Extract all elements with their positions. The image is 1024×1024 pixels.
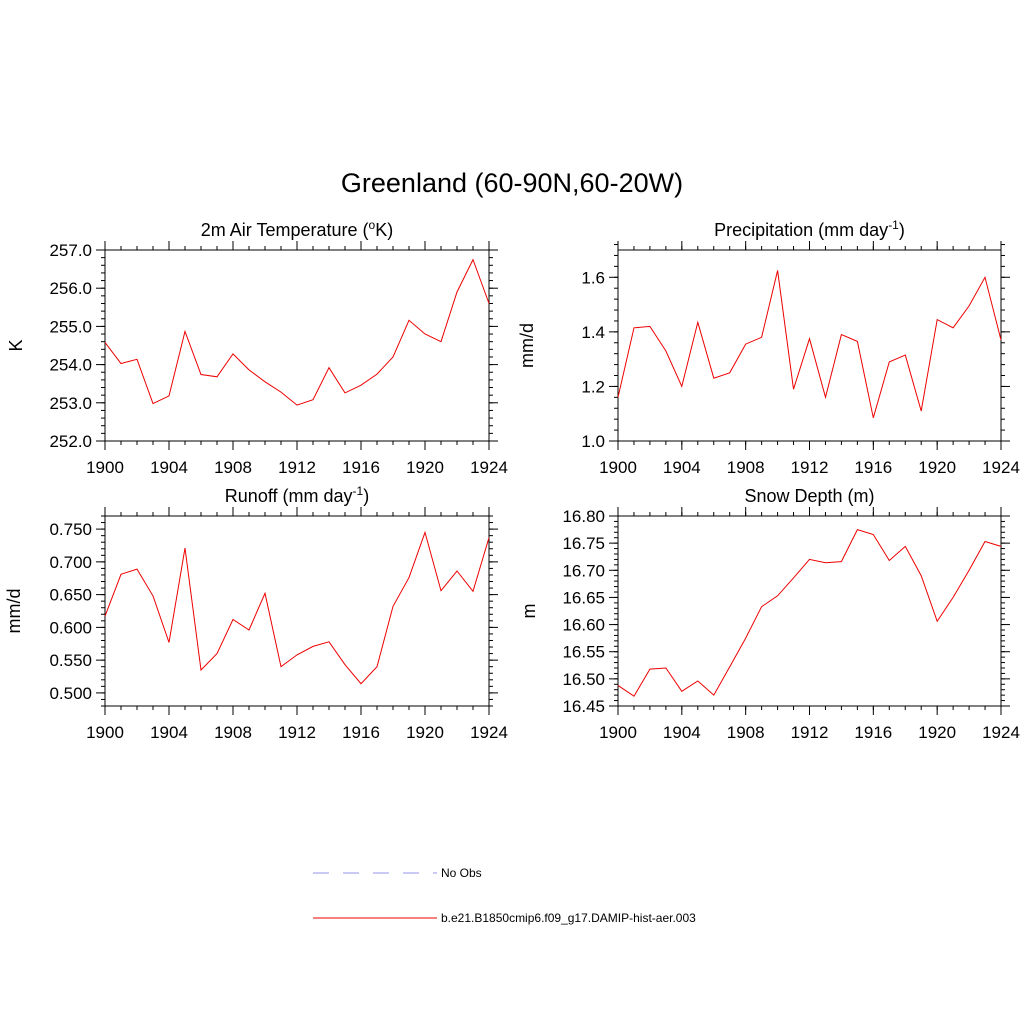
y-tick-label: 16.45 xyxy=(562,697,605,716)
x-tick-label: 1904 xyxy=(150,458,188,477)
y-tick-label: 0.750 xyxy=(49,520,92,539)
y-tick-label: 257.0 xyxy=(49,241,92,260)
x-tick-label: 1924 xyxy=(982,723,1020,742)
y-tick-label: 252.0 xyxy=(49,432,92,451)
x-tick-label: 1924 xyxy=(982,458,1020,477)
y-tick-label: 16.80 xyxy=(562,507,605,526)
plot-frame xyxy=(617,249,1002,442)
panel-title: 2m Air Temperature (oK) xyxy=(201,218,393,240)
panel-title-superscript: -1 xyxy=(888,218,899,232)
panel-precipitation: 1.0 1.2 1.4 1.6 1900 1904 1908 1912 1916 1920 1924… xyxy=(517,218,1020,477)
x-tick-label: 1920 xyxy=(406,723,444,742)
y-tick-label: 254.0 xyxy=(49,356,92,375)
x-tick-label: 1900 xyxy=(86,458,124,477)
y-tick-label: 16.55 xyxy=(562,643,605,662)
x-tick-label: 1920 xyxy=(406,458,444,477)
panel-title-main: Snow Depth (m) xyxy=(744,486,874,506)
x-tick-label: 1916 xyxy=(342,458,380,477)
plot-frame xyxy=(104,515,490,707)
panel-title-superscript: -1 xyxy=(353,484,364,498)
x-tick-label: 1916 xyxy=(854,723,892,742)
x-tick-label: 1908 xyxy=(727,458,765,477)
panel-title-suffix: ) xyxy=(899,220,905,240)
panel-title-superscript: o xyxy=(369,218,376,232)
y-axis-label: m xyxy=(519,604,539,619)
plot-frame xyxy=(104,249,490,442)
x-tick-label: 1920 xyxy=(918,723,956,742)
panel-title-suffix: ) xyxy=(363,486,369,506)
y-tick-label: 0.500 xyxy=(49,684,92,703)
series-line xyxy=(617,270,1002,418)
y-tick-label: 16.50 xyxy=(562,670,605,689)
x-tick-label: 1916 xyxy=(854,458,892,477)
y-tick-label: 256.0 xyxy=(49,279,92,298)
legend-label-model-run: b.e21.B1850cmip6.f09_g17.DAMIP-hist-aer.… xyxy=(441,911,696,925)
x-tick-label: 1900 xyxy=(86,723,124,742)
series-line xyxy=(104,258,490,406)
y-tick-label: 0.650 xyxy=(49,586,92,605)
panel-title-main: 2m Air Temperature ( xyxy=(201,220,369,240)
y-tick-label: 16.65 xyxy=(562,588,605,607)
y-tick-label: 0.550 xyxy=(49,651,92,670)
panel-title: Runoff (mm day-1) xyxy=(225,484,369,506)
panel-title-main: Precipitation (mm day xyxy=(714,220,888,240)
x-tick-label: 1912 xyxy=(791,458,829,477)
y-tick-label: 1.4 xyxy=(581,323,605,342)
panel-title-suffix: K) xyxy=(375,220,393,240)
x-tick-label: 1904 xyxy=(150,723,188,742)
panel-runoff: 0.500 0.550 0.600 0.650 0.700 0.750 1900 1904 19… xyxy=(4,484,508,742)
x-tick-label: 1900 xyxy=(599,723,637,742)
y-tick-label: 0.600 xyxy=(49,618,92,637)
y-axis-label: mm/d xyxy=(517,323,537,368)
y-tick-label: 1.2 xyxy=(581,377,605,396)
panel-title-main: Runoff (mm day xyxy=(225,486,353,506)
y-tick-label: 0.700 xyxy=(49,553,92,572)
x-tick-label: 1916 xyxy=(342,723,380,742)
panel-title: Precipitation (mm day-1) xyxy=(714,218,905,240)
y-tick-label: 253.0 xyxy=(49,394,92,413)
x-tick-label: 1904 xyxy=(663,458,701,477)
x-tick-label: 1900 xyxy=(599,458,637,477)
y-axis-label: mm/d xyxy=(4,589,24,634)
x-tick-label: 1912 xyxy=(791,723,829,742)
y-tick-label: 255.0 xyxy=(49,317,92,336)
x-tick-label: 1920 xyxy=(918,458,956,477)
x-tick-label: 1912 xyxy=(278,458,316,477)
x-tick-label: 1924 xyxy=(470,458,508,477)
series-line xyxy=(104,530,490,685)
y-axis-label: K xyxy=(6,339,26,351)
panel-title: Snow Depth (m) xyxy=(744,486,874,506)
x-tick-label: 1908 xyxy=(214,458,252,477)
panel-air-temperature: 252.0 253.0 254.0 255.0 256.0 257.0 1900 1904 19… xyxy=(6,218,508,477)
panel-snow-depth: 16.45 16.50 16.55 16.60 16.65 16.70 16.75 16.80… xyxy=(519,486,1020,742)
y-tick-label: 1.6 xyxy=(581,268,605,287)
x-tick-label: 1908 xyxy=(727,723,765,742)
y-tick-label: 16.60 xyxy=(562,616,605,635)
y-tick-label: 16.70 xyxy=(562,561,605,580)
x-tick-label: 1904 xyxy=(663,723,701,742)
x-tick-label: 1908 xyxy=(214,723,252,742)
y-tick-label: 1.0 xyxy=(581,432,605,451)
series-line xyxy=(617,528,1002,697)
y-tick-label: 16.75 xyxy=(562,534,605,553)
x-tick-label: 1912 xyxy=(278,723,316,742)
legend-label-no-obs: No Obs xyxy=(441,866,482,880)
figure-title: Greenland (60-90N,60-20W) xyxy=(340,168,684,198)
x-tick-label: 1924 xyxy=(470,723,508,742)
legend xyxy=(313,872,437,919)
